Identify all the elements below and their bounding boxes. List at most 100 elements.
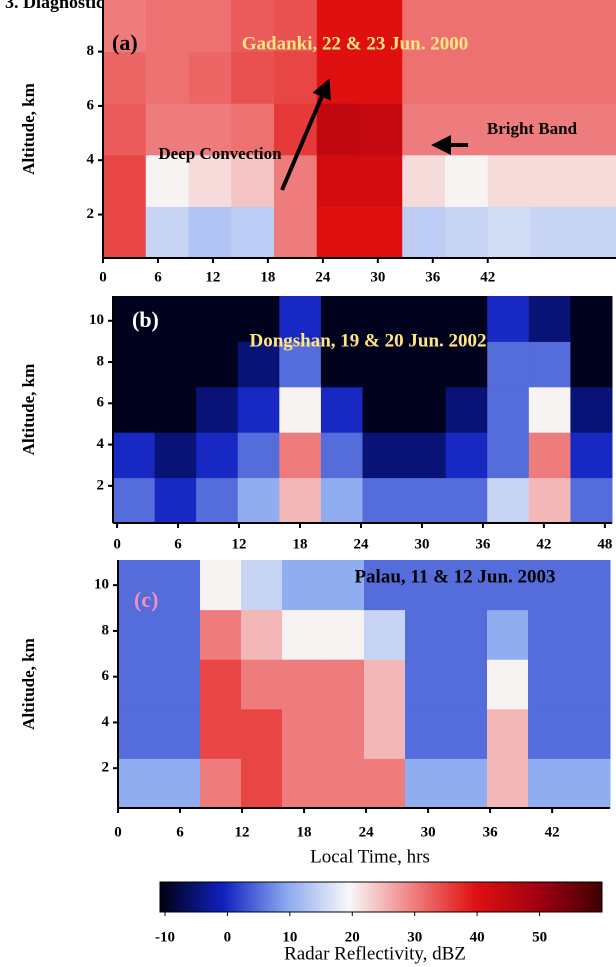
heat-cell: [362, 341, 405, 388]
x-tick-label: 0: [113, 536, 121, 552]
heat-cell: [145, 51, 189, 104]
heat-cell: [528, 386, 571, 433]
heat-cell: [402, 154, 446, 207]
annotation: (b): [132, 307, 159, 332]
heat-cell: [316, 103, 360, 156]
heat-cell: [282, 758, 324, 809]
heat-cell: [316, 0, 360, 53]
y-tick-label: 4: [97, 436, 105, 452]
heat-cell: [528, 609, 570, 660]
heat-cell: [570, 477, 613, 524]
heat-cell: [103, 103, 147, 156]
heat-cell: [241, 758, 283, 809]
heat-cell: [200, 609, 242, 660]
heat-cell: [188, 103, 232, 156]
heat-cell: [487, 386, 530, 433]
heat-cell: [231, 206, 275, 259]
x-tick-label: 36: [483, 824, 499, 840]
heat-cell: [241, 609, 283, 660]
heat-cell: [364, 609, 406, 660]
heat-cell: [323, 708, 365, 759]
colorbar-tick-label: 40: [470, 929, 485, 945]
heat-cell: [402, 103, 446, 156]
heat-cell: [487, 296, 530, 342]
y-tick-label: 10: [94, 577, 109, 593]
colorbar: [159, 881, 603, 913]
heat-cell: [145, 0, 189, 53]
heat-cell: [118, 560, 160, 611]
annotation: Palau, 11 & 12 Jun. 2003: [354, 566, 555, 587]
heat-cell: [320, 432, 363, 479]
y-tick-label: 6: [87, 97, 95, 113]
heat-cell: [528, 560, 570, 611]
heat-cell: [159, 708, 201, 759]
heat-cell: [445, 154, 489, 207]
heat-cell: [445, 477, 488, 524]
heat-cell: [487, 154, 531, 207]
x-tick-label: 30: [370, 269, 385, 285]
heat-cell: [445, 296, 488, 342]
heat-cell: [445, 103, 489, 156]
heat-cell: [362, 432, 405, 479]
heat-cell: [570, 296, 613, 342]
heat-cell: [196, 477, 239, 524]
heat-cell: [569, 758, 611, 809]
heat-cell: [241, 708, 283, 759]
y-tick-label: 2: [102, 760, 110, 776]
heat-cell: [323, 659, 365, 710]
heat-cell: [274, 51, 318, 104]
colorbar-tick-label: 30: [407, 929, 422, 945]
heat-cell: [528, 341, 571, 388]
heat-cell: [237, 386, 280, 433]
heat-cell: [279, 432, 322, 479]
heat-cell: [241, 560, 283, 611]
heat-cell: [145, 103, 189, 156]
x-tick-label: 12: [205, 269, 220, 285]
x-tick-label: 12: [232, 536, 247, 552]
x-tick-label: 12: [235, 824, 250, 840]
x-tick-label: 42: [536, 536, 551, 552]
colorbar-tick-label: 10: [282, 929, 297, 945]
heat-cell: [530, 206, 574, 259]
heat-cell: [279, 477, 322, 524]
heat-cell: [446, 659, 488, 710]
colorbar-tick-label: -10: [155, 929, 175, 945]
colorbar-tick-label: 20: [345, 929, 360, 945]
heat-cell: [188, 154, 232, 207]
heat-cell: [103, 0, 147, 53]
heat-cell: [528, 477, 571, 524]
heat-cell: [569, 659, 611, 710]
annotation: (c): [134, 587, 158, 612]
heat-cell: [359, 206, 403, 259]
heat-cell: [154, 432, 197, 479]
heat-cell: [282, 659, 324, 710]
x-tick-label: 18: [297, 824, 312, 840]
y-tick-label: 2: [87, 206, 95, 222]
colorbar-label: Radar Reflectivity, dBZ: [284, 943, 466, 964]
heat-cell: [404, 341, 447, 388]
heat-cell: [196, 296, 239, 342]
heat-cell: [362, 477, 405, 524]
x-tick-label: 42: [545, 824, 560, 840]
x-tick-label: 42: [480, 269, 495, 285]
heat-cell: [573, 154, 616, 207]
heat-cell: [237, 432, 280, 479]
y-axis-label: Altitude, km: [19, 364, 38, 456]
heat-cell: [196, 386, 239, 433]
heat-cell: [446, 560, 488, 611]
heat-cell: [200, 560, 242, 611]
heat-cell: [159, 659, 201, 710]
heat-cell: [159, 758, 201, 809]
heat-cell: [570, 341, 613, 388]
heat-cell: [530, 0, 574, 53]
y-tick-label: 8: [87, 43, 95, 59]
heat-cell: [279, 386, 322, 433]
x-tick-label: 18: [292, 536, 307, 552]
heat-cell: [103, 51, 147, 104]
heat-cell: [320, 477, 363, 524]
heat-cell: [154, 477, 197, 524]
heat-cell: [445, 432, 488, 479]
